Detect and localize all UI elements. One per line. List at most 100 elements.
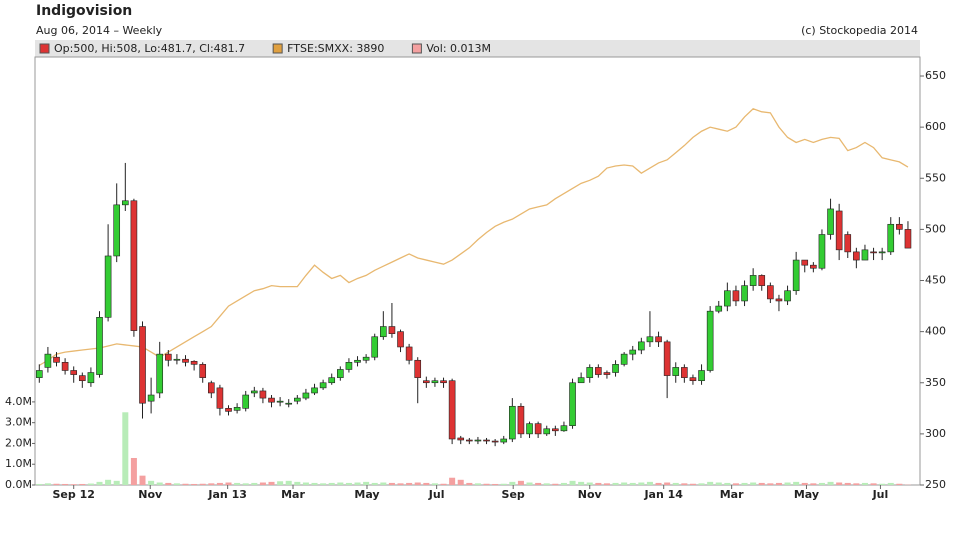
candle-body (527, 424, 533, 434)
volume-bar (423, 483, 429, 485)
candle-body (415, 360, 421, 377)
y-tick-label: 450 (925, 274, 946, 287)
candle-body (389, 327, 395, 334)
volume-bar (690, 484, 696, 485)
candle-body (363, 357, 369, 360)
candle-body (604, 373, 610, 375)
volume-bar (673, 483, 679, 485)
candle-body (776, 299, 782, 301)
volume-bar (742, 483, 748, 485)
volume-bar (157, 483, 163, 485)
candle-body (879, 252, 885, 253)
volume-tick-label: 1.0M (5, 457, 32, 470)
volume-bar (475, 483, 481, 485)
volume-bar (664, 483, 670, 485)
y-tick-label: 600 (925, 120, 946, 133)
volume-bar (79, 484, 85, 485)
volume-bar (148, 481, 154, 485)
candle-body (71, 370, 77, 374)
volume-bar (587, 483, 593, 485)
volume-bar (888, 483, 894, 485)
volume-bar (260, 483, 266, 485)
candle-body (191, 361, 197, 364)
volume-bar (217, 483, 223, 485)
volume-bar (621, 483, 627, 485)
volume-bar (53, 484, 59, 485)
volume-bar (191, 484, 197, 485)
candle-body (337, 369, 343, 377)
candle-body (733, 291, 739, 301)
volume-bar (458, 480, 464, 485)
x-tick-label: Nov (138, 488, 163, 501)
volume-bar (595, 483, 601, 485)
chart-title: Indigovision (36, 3, 132, 19)
candle-body (277, 401, 283, 402)
candle-body (269, 398, 275, 402)
volume-bar (604, 483, 610, 485)
candle-body (114, 205, 120, 256)
volume-bar (552, 484, 558, 485)
volume-bar (45, 483, 51, 485)
candle-body (716, 306, 722, 311)
candle-body (234, 407, 240, 410)
volume-bar (312, 483, 318, 485)
candle-body (509, 406, 515, 439)
candle-body (896, 224, 902, 229)
candle-body (836, 211, 842, 250)
candle-body (621, 354, 627, 364)
candle-body (320, 383, 326, 388)
x-tick-label: Sep (502, 488, 525, 501)
candle-body (828, 209, 834, 235)
volume-bar (776, 483, 782, 485)
volume-bar (415, 483, 421, 485)
x-tick-label: Sep 12 (52, 488, 94, 501)
candle-body (372, 337, 378, 357)
volume-bar (337, 483, 343, 485)
volume-bar (871, 483, 877, 485)
candle-body (724, 291, 730, 306)
candle-body (587, 367, 593, 377)
candle-body (53, 357, 59, 362)
volume-bar (518, 481, 524, 485)
candle-body (96, 317, 102, 374)
candle-body (535, 424, 541, 434)
volume-bar (570, 481, 576, 485)
candle-body (157, 354, 163, 393)
volume-bar (208, 483, 214, 485)
candle-body (148, 395, 154, 401)
volume-tick-label: 2.0M (5, 436, 32, 449)
volume-bar (441, 484, 447, 485)
volume-bar (432, 483, 438, 485)
x-tick-label: Jan 14 (643, 488, 683, 501)
volume-bar (535, 483, 541, 485)
legend-swatch (412, 44, 421, 53)
volume-bar (802, 483, 808, 485)
x-tick-label: Nov (578, 488, 603, 501)
volume-bar (71, 484, 77, 485)
volume-bar (630, 483, 636, 485)
candle-body (664, 342, 670, 376)
volume-bar (329, 483, 335, 485)
candle-body (647, 337, 653, 342)
legend-swatch (40, 44, 49, 53)
volume-bar (372, 483, 378, 485)
candle-body (380, 327, 386, 337)
candle-body (759, 275, 765, 285)
candle-body (552, 429, 558, 431)
volume-bar (501, 484, 507, 485)
volume-bar (879, 484, 885, 485)
candle-body (699, 370, 705, 380)
candle-body (200, 364, 206, 377)
candle-body (742, 286, 748, 301)
candle-body (570, 383, 576, 426)
candle-body (888, 224, 894, 252)
volume-bar (88, 484, 94, 485)
volume-bar (810, 483, 816, 485)
candle-body (174, 359, 180, 360)
candle-body (466, 440, 472, 441)
candle-body (251, 391, 257, 393)
volume-bar (139, 476, 145, 485)
candle-body (355, 360, 361, 362)
volume-bar (303, 483, 309, 485)
